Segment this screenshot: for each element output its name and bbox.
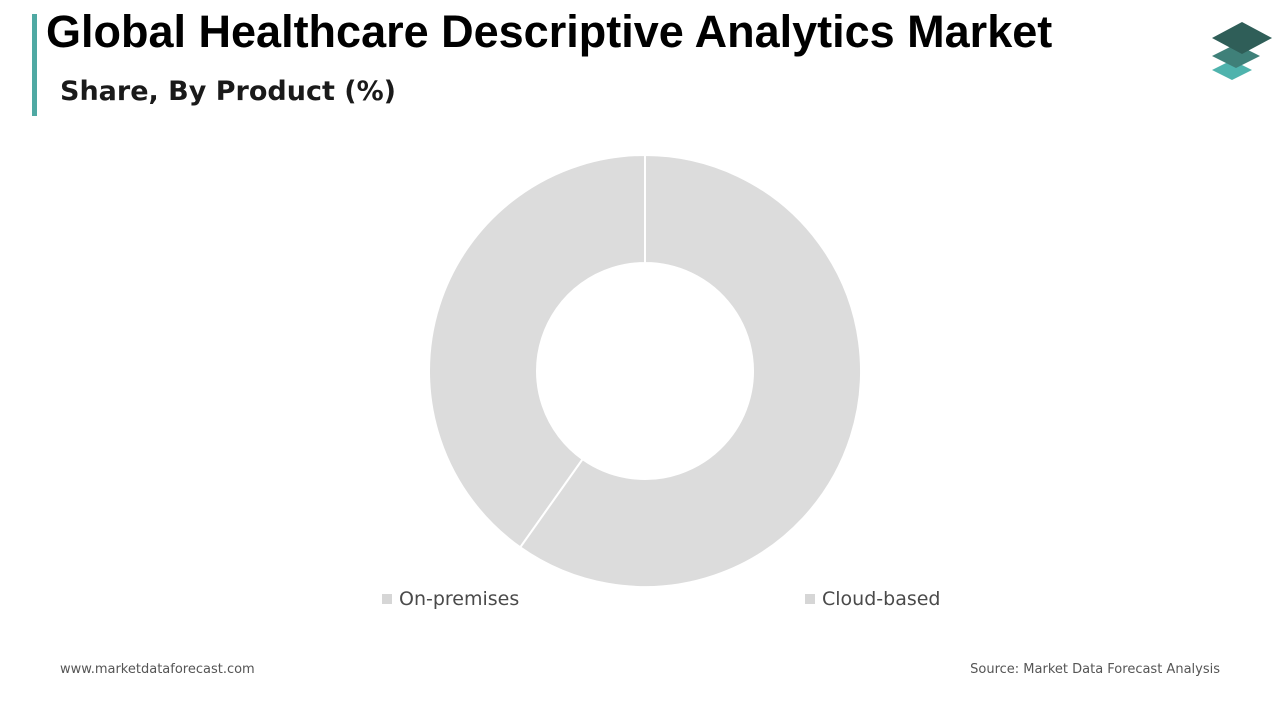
legend-label-cloud-based: Cloud-based	[822, 588, 941, 610]
legend-swatch-cloud-based	[805, 594, 815, 604]
footer-website: www.marketdataforecast.com	[60, 662, 255, 677]
page-subtitle: Share, By Product (%)	[60, 76, 396, 107]
page-title: Global Healthcare Descriptive Analytics …	[46, 6, 1053, 57]
title-accent-bar	[32, 14, 37, 116]
legend-label-on-premises: On-premises	[399, 588, 520, 610]
stacked-layers-icon	[1212, 22, 1272, 80]
donut-slice-on-premises	[428, 153, 646, 549]
footer-source: Source: Market Data Forecast Analysis	[970, 662, 1220, 677]
legend-item-on-premises: On-premises	[382, 586, 519, 612]
logo-layer-top	[1212, 22, 1272, 54]
legend-item-cloud-based: Cloud-based	[805, 586, 940, 612]
legend-swatch-on-premises	[382, 594, 392, 604]
donut-slice-cloud-based	[518, 153, 862, 588]
